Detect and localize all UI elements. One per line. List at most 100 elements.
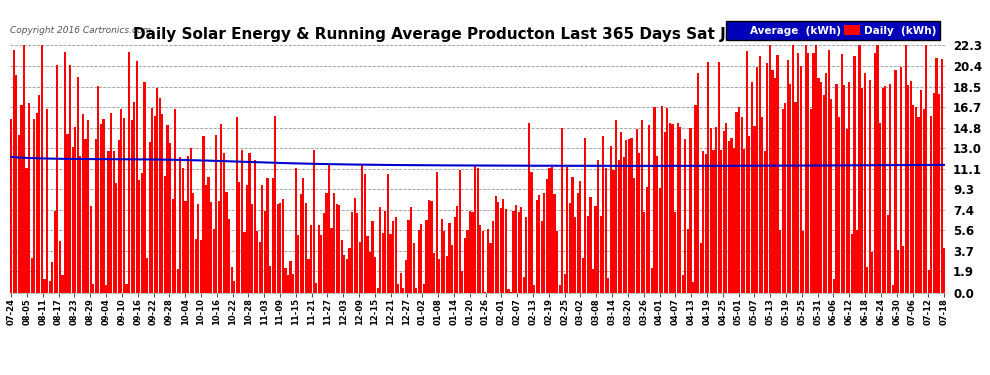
Bar: [623, 157, 625, 292]
Bar: [279, 203, 281, 292]
Bar: [418, 230, 420, 292]
Bar: [789, 84, 791, 292]
Bar: [56, 65, 58, 292]
Bar: [466, 230, 468, 292]
Bar: [61, 275, 63, 292]
Bar: [884, 86, 886, 292]
Bar: [44, 279, 46, 292]
Bar: [33, 119, 36, 292]
Bar: [663, 132, 666, 292]
Bar: [258, 242, 261, 292]
Bar: [458, 170, 460, 292]
Bar: [887, 216, 889, 292]
Bar: [413, 243, 415, 292]
Bar: [920, 90, 923, 292]
Bar: [507, 289, 510, 292]
Bar: [410, 207, 412, 292]
Bar: [502, 200, 504, 292]
Bar: [58, 241, 61, 292]
Bar: [31, 258, 33, 292]
Bar: [356, 213, 358, 292]
Bar: [213, 229, 215, 292]
Bar: [358, 242, 361, 292]
Bar: [781, 109, 784, 292]
Bar: [513, 211, 515, 292]
Bar: [110, 114, 112, 292]
Bar: [444, 231, 446, 292]
Bar: [561, 128, 563, 292]
Bar: [82, 114, 84, 292]
Bar: [644, 211, 645, 292]
Bar: [176, 269, 179, 292]
Bar: [415, 288, 417, 292]
Bar: [658, 188, 660, 292]
Bar: [766, 63, 768, 292]
Bar: [407, 220, 410, 292]
Bar: [692, 282, 694, 292]
Bar: [164, 176, 166, 292]
Bar: [553, 194, 555, 292]
Bar: [305, 203, 307, 292]
Bar: [382, 233, 384, 292]
Bar: [363, 174, 366, 292]
Bar: [805, 45, 807, 292]
Bar: [923, 109, 925, 292]
Bar: [436, 172, 438, 292]
Bar: [639, 153, 641, 292]
Bar: [813, 53, 815, 292]
Bar: [784, 103, 786, 292]
Bar: [758, 56, 760, 292]
Bar: [569, 203, 571, 292]
Bar: [594, 206, 597, 292]
Bar: [379, 207, 381, 292]
Bar: [71, 147, 74, 292]
Bar: [18, 135, 20, 292]
Bar: [736, 112, 738, 292]
Bar: [682, 274, 684, 292]
Bar: [333, 193, 336, 292]
Bar: [933, 93, 935, 292]
Bar: [271, 178, 273, 292]
Bar: [905, 45, 907, 292]
Bar: [189, 148, 192, 292]
Bar: [26, 168, 28, 292]
Bar: [479, 225, 481, 292]
Bar: [850, 234, 853, 292]
Bar: [831, 99, 833, 292]
Bar: [943, 248, 945, 292]
Bar: [84, 140, 86, 292]
Bar: [21, 105, 23, 292]
Bar: [228, 219, 230, 292]
Bar: [707, 62, 710, 292]
Bar: [233, 281, 236, 292]
Bar: [745, 51, 747, 292]
Bar: [474, 166, 476, 292]
Bar: [453, 217, 455, 292]
Bar: [656, 156, 658, 292]
Legend: Average  (kWh), Daily  (kWh): Average (kWh), Daily (kWh): [726, 21, 940, 40]
Bar: [66, 134, 68, 292]
Bar: [223, 153, 225, 292]
Bar: [374, 256, 376, 292]
Bar: [231, 267, 233, 292]
Bar: [713, 150, 715, 292]
Bar: [582, 258, 584, 292]
Bar: [395, 217, 397, 292]
Bar: [346, 259, 348, 292]
Bar: [676, 123, 679, 292]
Bar: [902, 246, 904, 292]
Bar: [684, 139, 686, 292]
Bar: [392, 221, 394, 292]
Bar: [738, 107, 741, 292]
Bar: [495, 196, 497, 292]
Bar: [810, 108, 812, 292]
Bar: [636, 129, 638, 292]
Bar: [97, 86, 99, 292]
Bar: [641, 120, 643, 292]
Bar: [192, 193, 194, 292]
Bar: [940, 59, 942, 292]
Bar: [723, 130, 725, 292]
Bar: [376, 288, 379, 292]
Bar: [910, 81, 912, 292]
Bar: [843, 85, 845, 292]
